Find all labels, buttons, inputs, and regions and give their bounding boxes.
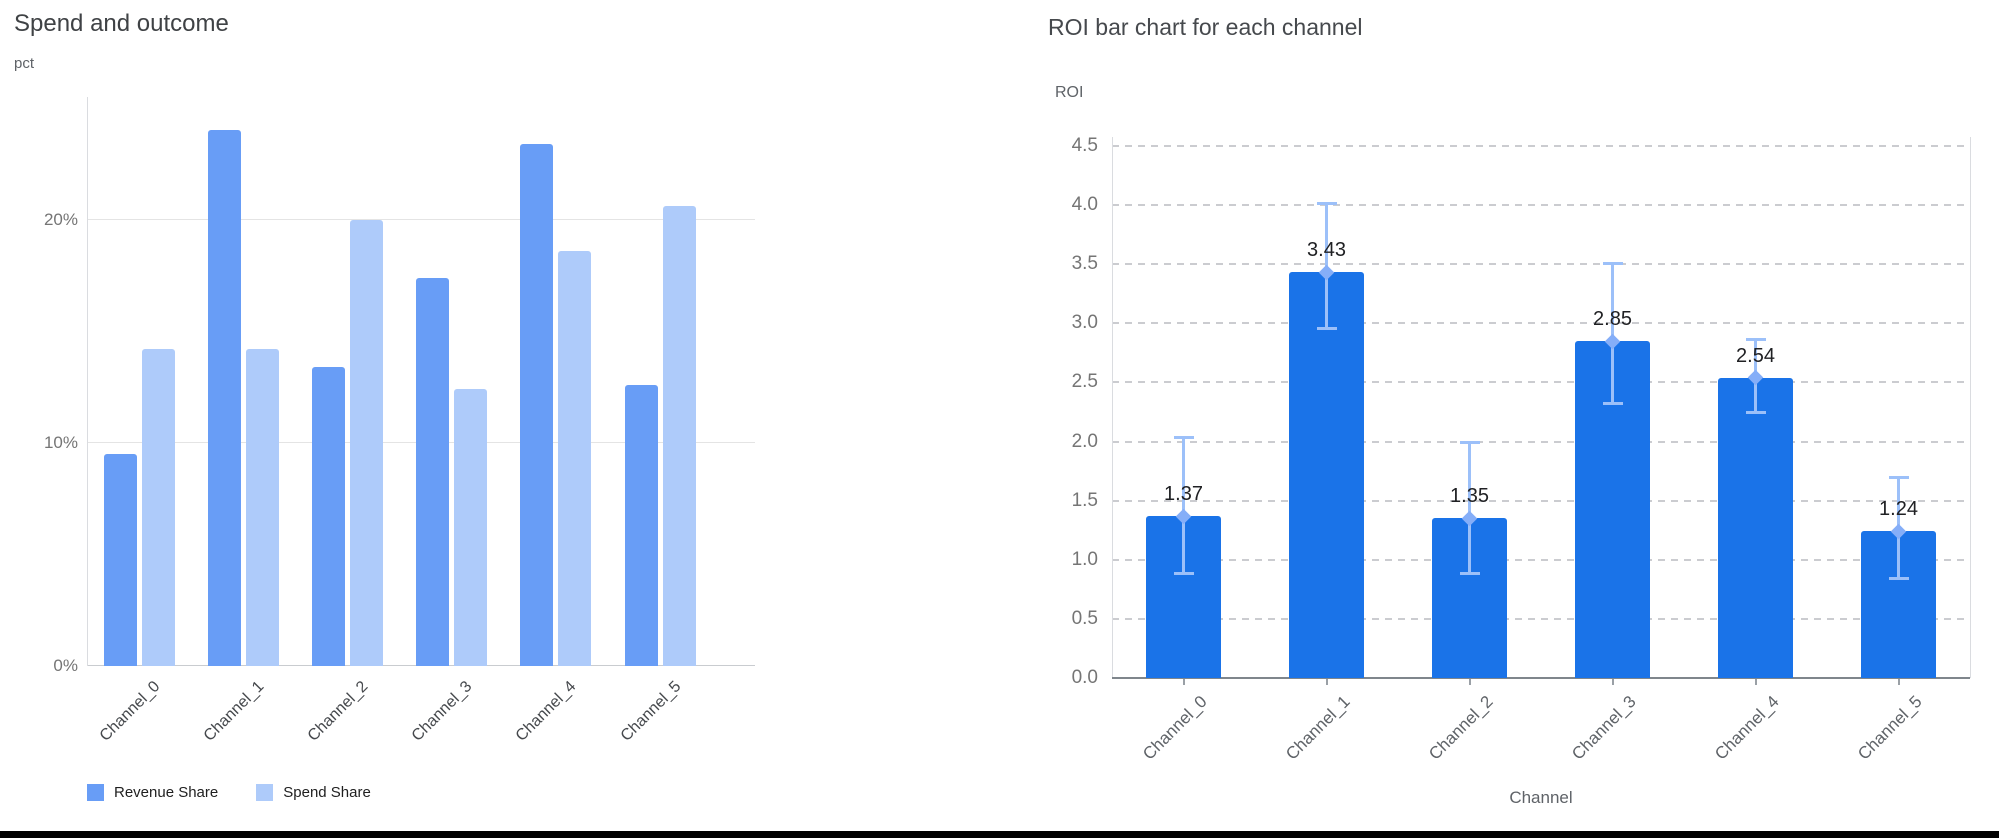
left-x-label-Channel_2: Channel_2 — [304, 678, 372, 745]
right-gridline-2.5 — [1112, 381, 1970, 384]
right-x-label-Channel_2: Channel_2 — [1425, 692, 1497, 764]
revenue-share-swatch — [87, 784, 104, 801]
right-x-tick-Channel_3 — [1611, 679, 1614, 685]
right-x-tick-Channel_0 — [1182, 679, 1185, 685]
roi-bar-Channel_4 — [1718, 377, 1793, 678]
right-y-tick-label-2.5: 2.5 — [1071, 371, 1098, 393]
left-chart-title: Spend and outcome — [14, 10, 229, 37]
spend-share-swatch — [256, 784, 274, 801]
roi-value-label-Channel_3: 2.85 — [1593, 308, 1632, 331]
right-x-label-Channel_0: Channel_0 — [1139, 692, 1211, 764]
right-gridline-4.5 — [1112, 145, 1970, 147]
left-x-label-Channel_4: Channel_4 — [513, 678, 580, 745]
bar-revenue-Channel_5 — [624, 384, 658, 666]
left-y-tick-label-10%: 10% — [43, 432, 78, 452]
right-x-label-Channel_4: Channel_4 — [1711, 692, 1783, 764]
right-y-tick-label-0.5: 0.5 — [1071, 607, 1098, 629]
left-x-label-Channel_0: Channel_0 — [96, 678, 164, 745]
bar-spend-Channel_1 — [245, 349, 279, 666]
error-bar-cap-top-Channel_1 — [1316, 201, 1337, 205]
bar-spend-Channel_2 — [349, 219, 383, 666]
left-x-label-Channel_5: Channel_5 — [617, 678, 685, 745]
error-bar-cap-top-Channel_0 — [1173, 435, 1194, 439]
right-x-tick-Channel_2 — [1468, 679, 1471, 685]
right-gridline-2.0 — [1112, 440, 1970, 443]
error-bar-cap-bottom-Channel_5 — [1888, 576, 1909, 580]
error-bar-line-Channel_0 — [1182, 436, 1185, 574]
right-gridline-3.0 — [1112, 322, 1970, 325]
right-gridline-4.0 — [1112, 204, 1970, 207]
bar-spend-Channel_5 — [662, 206, 696, 666]
legend-item-revenue-share: Revenue Share — [87, 784, 218, 801]
right-gridline-3.5 — [1112, 263, 1970, 266]
legend-item-spend-share: Spend Share — [256, 784, 371, 801]
right-y-tick-label-3.5: 3.5 — [1071, 253, 1098, 275]
right-x-tick-Channel_4 — [1754, 679, 1757, 685]
bar-spend-Channel_0 — [141, 349, 175, 666]
left-y-tick-label-0%: 0% — [53, 656, 78, 675]
revenue-share-label: Revenue Share — [114, 784, 219, 801]
right-axis-spine-left — [1112, 137, 1113, 678]
right-y-tick-label-4.5: 4.5 — [1071, 135, 1098, 156]
right-x-tick-Channel_5 — [1897, 679, 1900, 685]
right-y-tick-label-4.0: 4.0 — [1071, 194, 1098, 216]
error-bar-line-Channel_2 — [1468, 441, 1471, 574]
left-x-label-Channel_3: Channel_3 — [408, 678, 476, 745]
error-bar-cap-top-Channel_5 — [1888, 476, 1909, 480]
bar-spend-Channel_3 — [454, 389, 488, 666]
left-x-label-Channel_1: Channel_1 — [200, 678, 268, 745]
bar-revenue-Channel_0 — [103, 454, 137, 666]
right-x-label-Channel_1: Channel_1 — [1282, 692, 1354, 764]
right-gridline-1.5 — [1112, 499, 1970, 502]
error-bar-cap-bottom-Channel_2 — [1459, 571, 1480, 575]
roi-value-label-Channel_2: 1.35 — [1450, 485, 1489, 508]
error-bar-cap-top-Channel_4 — [1745, 337, 1766, 341]
right-x-axis-line — [1112, 677, 1970, 679]
error-bar-cap-bottom-Channel_3 — [1602, 401, 1623, 405]
right-y-tick-label-1.5: 1.5 — [1071, 489, 1098, 511]
right-x-label-Channel_3: Channel_3 — [1568, 692, 1640, 764]
roi-value-label-Channel_5: 1.24 — [1879, 498, 1918, 521]
bar-revenue-Channel_4 — [520, 143, 554, 666]
bar-spend-Channel_4 — [558, 250, 592, 666]
right-gridline-1.0 — [1112, 558, 1970, 561]
right-x-label-Channel_5: Channel_5 — [1854, 692, 1926, 764]
error-bar-cap-top-Channel_3 — [1602, 262, 1623, 266]
error-bar-cap-top-Channel_2 — [1459, 440, 1480, 444]
spend-share-label: Spend Share — [283, 784, 371, 801]
right-chart-title: ROI bar chart for each channel — [1048, 14, 1363, 40]
right-y-tick-label-1.0: 1.0 — [1071, 548, 1098, 570]
bottom-border — [0, 831, 1999, 838]
right-y-tick-label-3.0: 3.0 — [1071, 312, 1098, 334]
right-axis-spine-right — [1970, 137, 1971, 678]
left-y-axis-line — [87, 97, 88, 666]
roi-value-label-Channel_4: 2.54 — [1736, 344, 1775, 367]
bar-revenue-Channel_1 — [207, 130, 241, 666]
roi-value-label-Channel_0: 1.37 — [1164, 483, 1203, 506]
right-y-axis-title: ROI — [1055, 84, 1084, 101]
right-x-axis-title: Channel — [1509, 788, 1573, 807]
error-bar-cap-bottom-Channel_0 — [1173, 571, 1194, 575]
left-y-tick-label-20%: 20% — [43, 209, 78, 229]
right-x-tick-Channel_1 — [1325, 679, 1328, 685]
right-y-tick-label-2.0: 2.0 — [1071, 430, 1098, 452]
right-gridline-0.5 — [1112, 617, 1970, 620]
error-bar-cap-bottom-Channel_1 — [1316, 327, 1337, 331]
bar-revenue-Channel_3 — [416, 277, 450, 666]
left-y-axis-title: pct — [14, 55, 35, 72]
left-gridline-20% — [87, 218, 755, 220]
left-legend: Revenue Share Spend Share — [87, 784, 371, 801]
roi-value-label-Channel_1: 3.43 — [1307, 239, 1346, 262]
right-y-tick-label-0.0: 0.0 — [1071, 667, 1098, 688]
roi-bar-Channel_1 — [1289, 272, 1364, 678]
error-bar-cap-bottom-Channel_4 — [1745, 411, 1766, 415]
bar-revenue-Channel_2 — [311, 366, 345, 666]
